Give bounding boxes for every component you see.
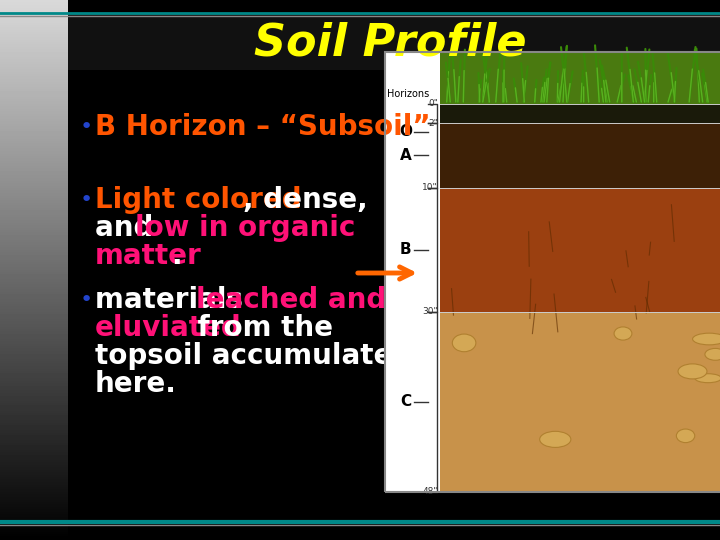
Text: •: • bbox=[80, 290, 94, 310]
Bar bbox=[440, 52, 720, 104]
Text: •: • bbox=[80, 190, 94, 210]
Text: Light colored: Light colored bbox=[95, 186, 302, 214]
Text: topsoil accumulate: topsoil accumulate bbox=[95, 342, 392, 370]
Ellipse shape bbox=[693, 333, 720, 345]
Text: 10": 10" bbox=[423, 184, 438, 192]
Text: 30": 30" bbox=[423, 307, 438, 316]
Bar bbox=[385, 52, 720, 492]
Text: Horizons: Horizons bbox=[387, 89, 429, 99]
Text: 48": 48" bbox=[423, 488, 438, 496]
Text: .: . bbox=[171, 242, 181, 270]
Ellipse shape bbox=[452, 334, 476, 352]
Text: eluviated: eluviated bbox=[95, 314, 242, 342]
Text: here.: here. bbox=[95, 370, 177, 398]
Text: and: and bbox=[95, 214, 163, 242]
Ellipse shape bbox=[540, 431, 571, 448]
Bar bbox=[385, 52, 440, 492]
Ellipse shape bbox=[678, 364, 707, 379]
Text: , dense,: , dense, bbox=[243, 186, 368, 214]
Text: from the: from the bbox=[188, 314, 333, 342]
Bar bbox=[385, 52, 720, 492]
Text: 2": 2" bbox=[428, 118, 438, 127]
Text: leached and: leached and bbox=[196, 286, 386, 314]
Text: matter: matter bbox=[95, 242, 202, 270]
Text: Soil Profile: Soil Profile bbox=[253, 22, 526, 64]
Ellipse shape bbox=[614, 327, 632, 340]
Ellipse shape bbox=[695, 374, 720, 383]
Text: O: O bbox=[400, 125, 413, 139]
Text: •: • bbox=[80, 117, 94, 137]
Bar bbox=[440, 104, 720, 123]
Text: A: A bbox=[400, 147, 412, 163]
Bar bbox=[68, 13, 720, 70]
Bar bbox=[440, 312, 720, 492]
Ellipse shape bbox=[676, 429, 695, 443]
Ellipse shape bbox=[705, 348, 720, 360]
Bar bbox=[440, 123, 720, 188]
Text: B: B bbox=[400, 242, 412, 258]
Text: 0": 0" bbox=[428, 99, 438, 109]
Text: materials: materials bbox=[95, 286, 253, 314]
Text: C: C bbox=[400, 395, 411, 409]
Text: B Horizon – “Subsoil”: B Horizon – “Subsoil” bbox=[95, 113, 431, 141]
Text: low in organic: low in organic bbox=[135, 214, 356, 242]
Bar bbox=[440, 188, 720, 312]
